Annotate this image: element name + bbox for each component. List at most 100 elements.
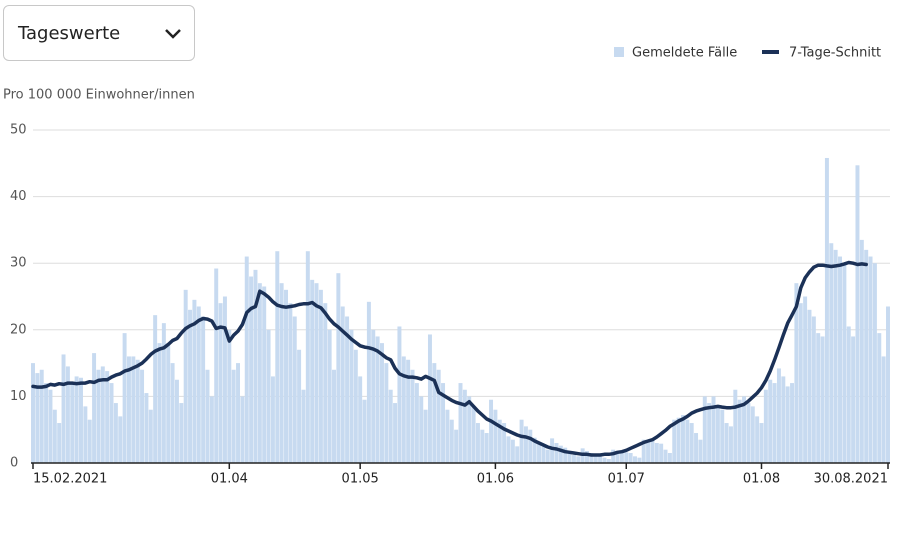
dropdown[interactable]: Tageswerte: [3, 5, 195, 61]
bar: [410, 369, 415, 463]
bar: [567, 451, 572, 463]
bar: [423, 409, 428, 463]
bar: [615, 451, 620, 463]
bar: [288, 303, 293, 463]
bar: [214, 268, 219, 463]
bar: [371, 329, 376, 463]
bar: [794, 283, 799, 463]
bar: [445, 409, 450, 463]
bar: [65, 366, 70, 463]
bar: [528, 429, 533, 463]
bar: [305, 251, 310, 463]
bar: [279, 283, 284, 463]
bar: [694, 433, 699, 463]
bar: [349, 329, 354, 463]
x-tick-label: 15.02.2021: [33, 472, 107, 487]
bar: [388, 389, 393, 463]
bar: [57, 423, 62, 463]
bar: [419, 396, 424, 463]
bar: [379, 343, 384, 463]
legend-label: 7-Tage-Schnitt: [789, 46, 881, 61]
bar: [31, 363, 35, 463]
line: [31, 260, 868, 457]
bar: [554, 443, 559, 463]
bar: [532, 437, 537, 463]
bar: [148, 409, 153, 463]
bar: [816, 333, 821, 463]
bar: [824, 157, 829, 464]
bar: [484, 433, 489, 463]
bar: [715, 406, 720, 463]
bar: [209, 396, 214, 463]
bar: [105, 371, 110, 463]
bar: [161, 323, 166, 463]
bar: [122, 333, 127, 463]
bar: [772, 383, 777, 463]
bar: [589, 453, 594, 463]
bar: [698, 439, 703, 463]
bar: [345, 316, 350, 463]
bar: [593, 454, 598, 463]
y-tick-label: 20: [10, 322, 27, 337]
bar: [781, 376, 786, 463]
y-tick-label: 50: [10, 123, 27, 138]
bar: [624, 452, 629, 463]
bar: [406, 359, 411, 463]
bar: [776, 368, 781, 463]
bar: [179, 403, 184, 463]
bar: [868, 256, 873, 463]
bar: [519, 419, 524, 463]
bar: [118, 416, 123, 463]
bar: [270, 376, 275, 463]
chevron: [165, 29, 181, 39]
bar: [174, 379, 179, 463]
y-tick-label: 0: [10, 456, 18, 471]
bar: [275, 251, 280, 463]
bar: [768, 379, 773, 463]
bar: [236, 363, 241, 463]
bar: [663, 449, 668, 463]
x-tick-label: 01.08: [743, 472, 780, 487]
bar: [87, 419, 92, 463]
bar: [846, 326, 851, 463]
bar: [541, 446, 546, 463]
bar: [340, 306, 345, 463]
bar: [820, 336, 825, 463]
bar: [131, 356, 136, 463]
bar: [842, 263, 847, 463]
bar: [157, 343, 162, 463]
x-tick-label: 01.04: [211, 472, 248, 487]
bar: [83, 406, 88, 463]
bar: [170, 363, 175, 463]
bar: [515, 446, 520, 463]
bar: [803, 296, 808, 463]
bar: [52, 409, 57, 463]
bar: [763, 389, 768, 463]
bar: [576, 456, 581, 463]
y-tick-label: 30: [10, 256, 27, 271]
y-tick-label: 40: [10, 189, 27, 204]
bar: [750, 406, 755, 463]
bar: [301, 389, 306, 463]
bar: [183, 289, 188, 463]
bar: [807, 309, 812, 463]
bar: [711, 396, 716, 463]
bar: [196, 306, 201, 463]
bar: [414, 383, 419, 463]
bar: [537, 443, 542, 463]
bar: [619, 451, 624, 463]
bar: [454, 429, 459, 463]
bar: [689, 423, 694, 463]
bar: [375, 336, 380, 463]
bar: [323, 303, 328, 463]
bar: [153, 315, 158, 463]
bar: [70, 383, 75, 463]
bar: [74, 376, 79, 463]
x-tick-label: 01.06: [477, 472, 514, 487]
bar: [733, 389, 738, 463]
bar: [257, 283, 262, 463]
bar: [135, 359, 140, 463]
bar: [471, 406, 476, 463]
